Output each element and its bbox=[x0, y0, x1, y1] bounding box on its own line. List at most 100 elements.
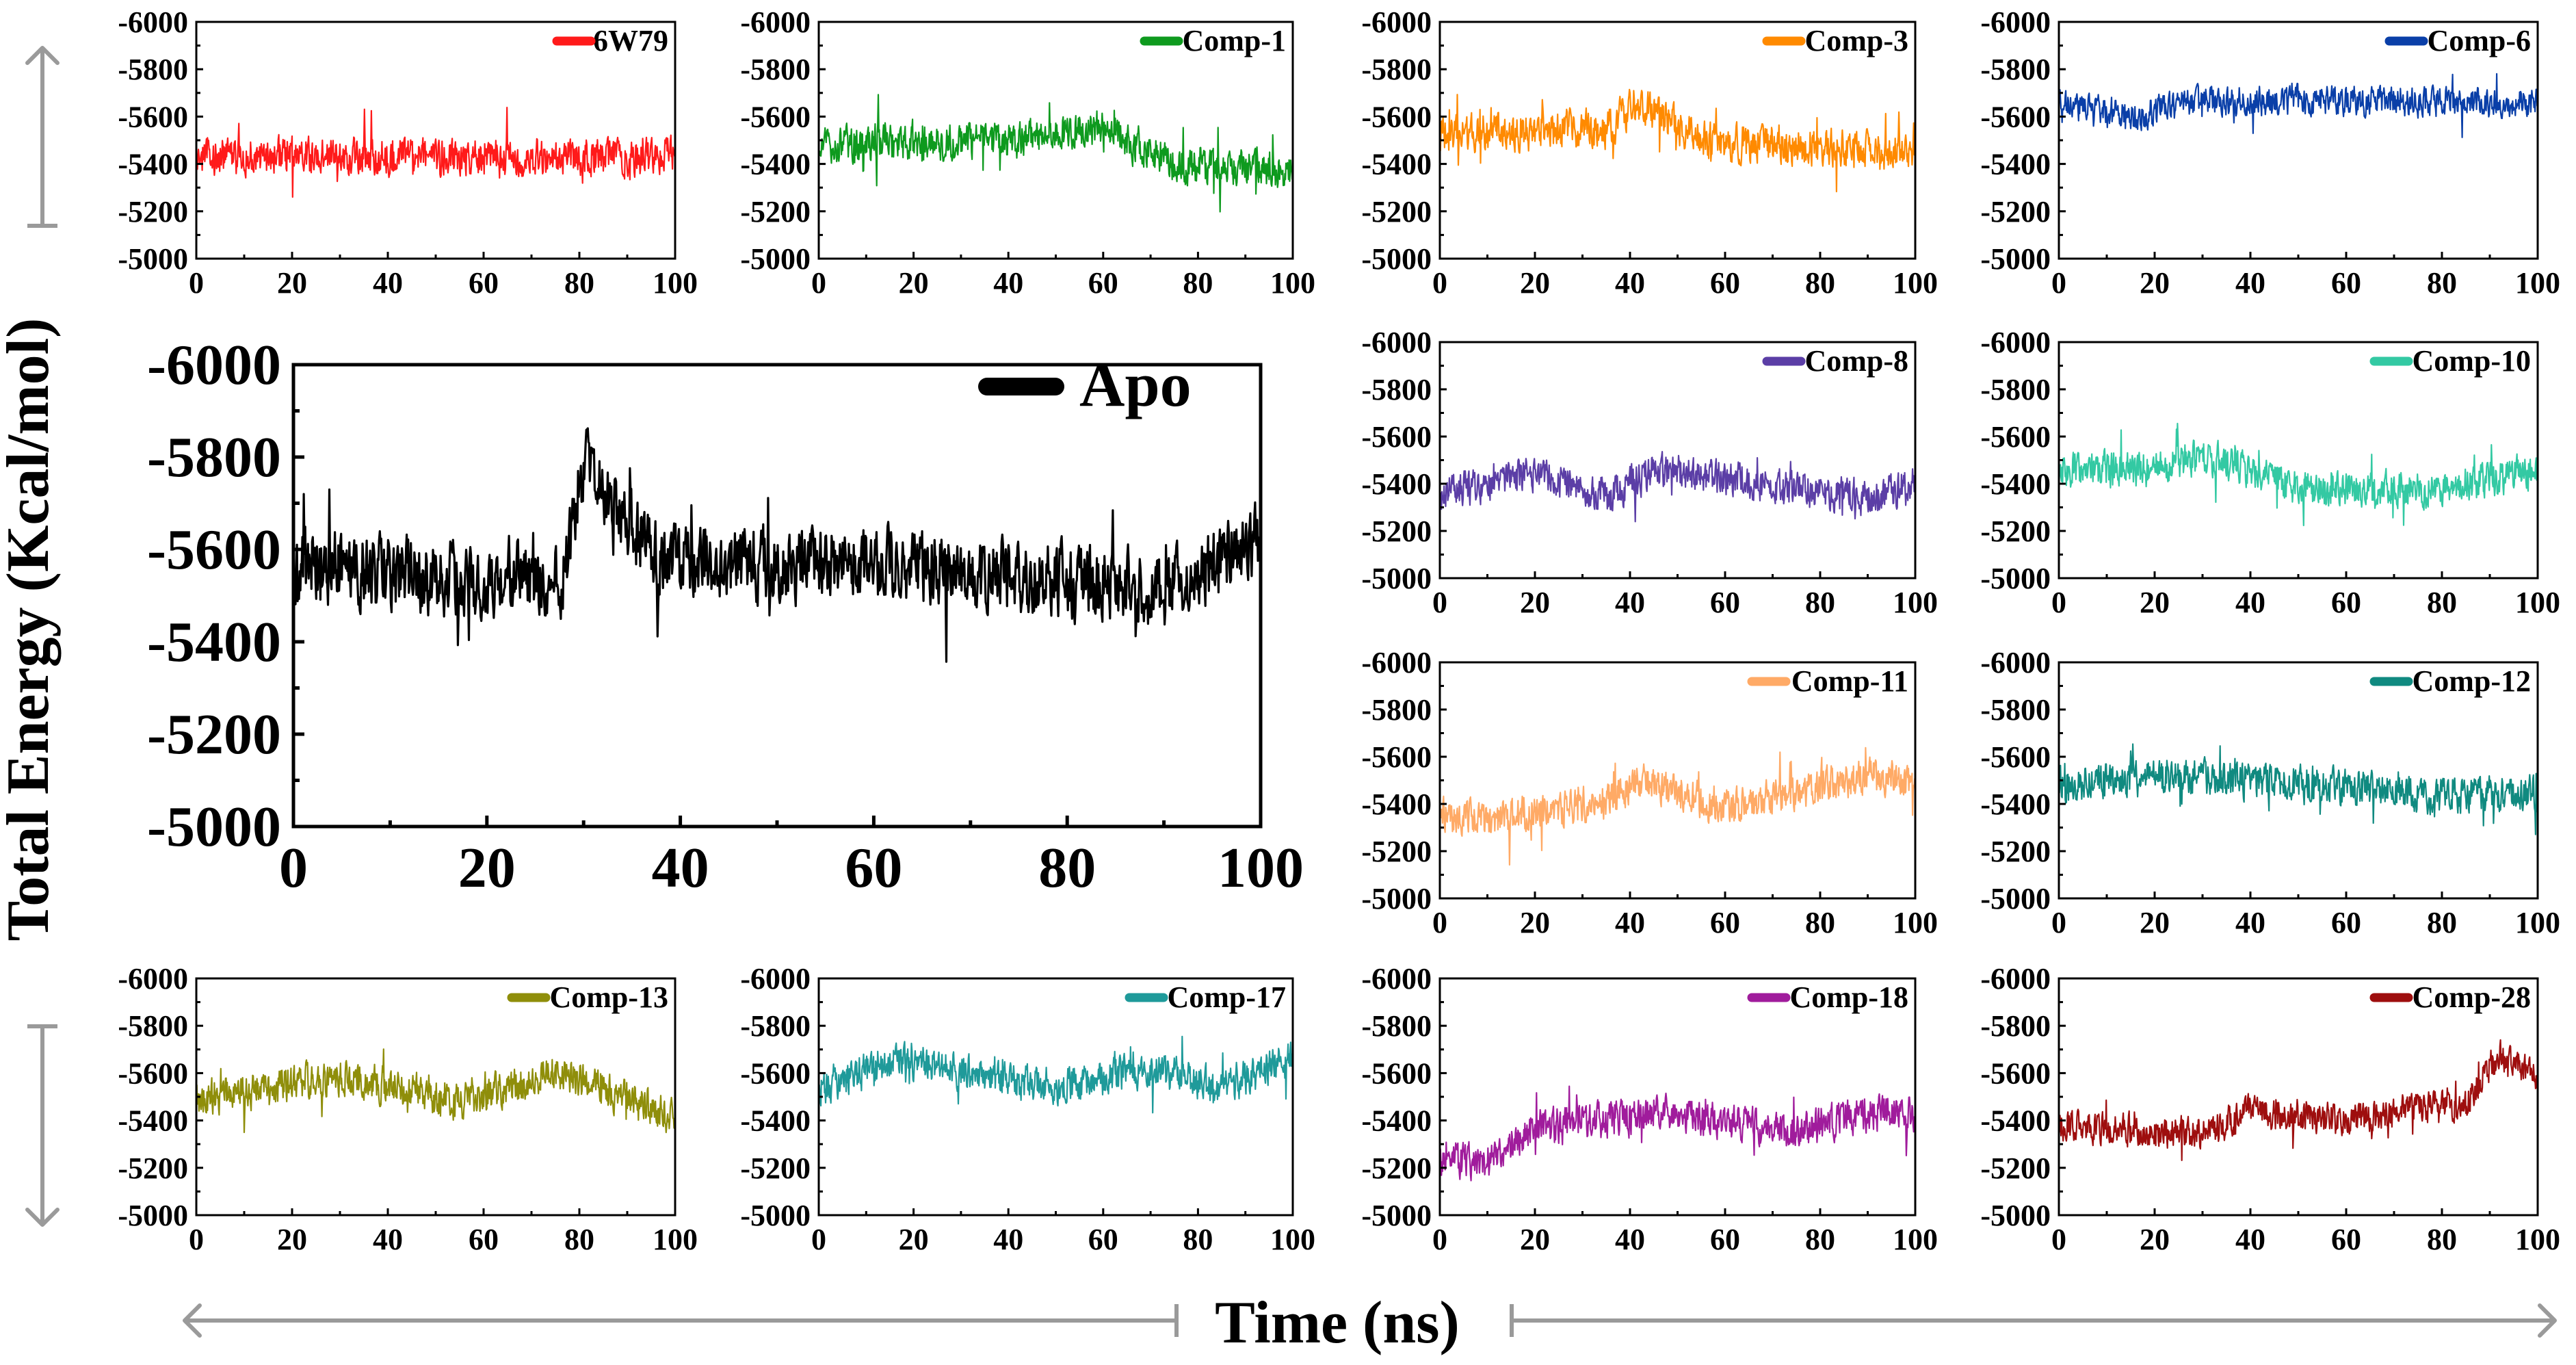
x-tick-label: 80 bbox=[2427, 1223, 2457, 1256]
y-tick-label: -5600 bbox=[1980, 1056, 2051, 1090]
legend-apo: Apo bbox=[978, 350, 1192, 419]
x-tick-label: 60 bbox=[1710, 1223, 1740, 1256]
legend-label: Comp-11 bbox=[1791, 664, 1908, 698]
legend-comp-8: Comp-8 bbox=[1762, 344, 1908, 378]
series-line-comp-28 bbox=[2058, 1039, 2539, 1162]
y-tick-label: -5200 bbox=[1361, 515, 1432, 548]
y-tick-label: -5200 bbox=[1361, 835, 1432, 868]
x-tick-label: 100 bbox=[1893, 906, 1938, 939]
panel-comp-28: 0 20 40 60 80 100 -6000 -5800 -5600 -5400 -5200 -50… bbox=[1980, 962, 2560, 1256]
x-tick-label: 40 bbox=[1615, 1223, 1645, 1256]
y-tick-label: -5400 bbox=[740, 148, 811, 181]
y-guide-top-arrowhead bbox=[25, 46, 60, 65]
y-tick-label: -5800 bbox=[1980, 693, 2051, 727]
x-tick-label: 100 bbox=[653, 266, 698, 300]
y-tick-label: -6000 bbox=[1361, 5, 1432, 39]
y-tick-label: -5200 bbox=[118, 195, 188, 229]
x-tick-label: 20 bbox=[1520, 1223, 1550, 1256]
x-tick-label: 20 bbox=[2140, 906, 2170, 939]
x-tick-label: 60 bbox=[845, 836, 902, 900]
y-tick-label: -6000 bbox=[1980, 5, 2051, 39]
y-tick-label: -5600 bbox=[118, 1056, 188, 1090]
y-tick-label: -5200 bbox=[147, 703, 281, 766]
panel-comp-8: 0 20 40 60 80 100 -6000 -5800 -5600 -5400 -5200 -50… bbox=[1361, 326, 1938, 619]
x-tick-label: 100 bbox=[2515, 1223, 2560, 1256]
panel-comp-6: 0 20 40 60 80 100 -6000 -5800 -5600 -5400 -5200 -50… bbox=[1980, 5, 2560, 300]
x-tick-label: 0 bbox=[1432, 906, 1447, 939]
y-tick-label: -5600 bbox=[118, 100, 188, 133]
legend-6w79: 6W79 bbox=[552, 24, 668, 57]
legend-comp-18: Comp-18 bbox=[1747, 980, 1908, 1014]
panel-6w79: 0 20 40 60 80 100 -6000 -5800 -5600 -5400 -5200 -50… bbox=[118, 5, 698, 300]
x-tick-label: 0 bbox=[2051, 266, 2066, 300]
y-tick-label: -5400 bbox=[1980, 467, 2051, 501]
x-tick-label: 0 bbox=[189, 1223, 204, 1256]
x-tick-label: 20 bbox=[2140, 586, 2170, 619]
x-tick-label: 20 bbox=[1520, 586, 1550, 619]
y-tick-label: -5400 bbox=[118, 148, 188, 181]
x-tick-label: 40 bbox=[1615, 586, 1645, 619]
x-tick-label: 100 bbox=[1893, 586, 1938, 619]
y-tick-label: -5200 bbox=[1980, 515, 2051, 548]
x-tick-label: 80 bbox=[1183, 1223, 1213, 1256]
series-line-comp-3 bbox=[1438, 88, 1917, 193]
y-tick-label: -5400 bbox=[118, 1104, 188, 1138]
guide-arrows bbox=[25, 46, 2557, 1338]
x-tick-label: 60 bbox=[2331, 1223, 2361, 1256]
y-tick-label: -6000 bbox=[118, 5, 188, 39]
y-tick-label: -5000 bbox=[1980, 882, 2051, 915]
y-tick-label: -5400 bbox=[147, 610, 281, 674]
y-tick-label: -6000 bbox=[1980, 962, 2051, 996]
y-tick-label: -5600 bbox=[1980, 100, 2051, 133]
y-tick-label: -5000 bbox=[118, 242, 188, 276]
x-tick-label: 60 bbox=[2331, 906, 2361, 939]
x-tick-label: 40 bbox=[2235, 586, 2265, 619]
y-tick-label: -5000 bbox=[118, 1199, 188, 1232]
y-tick-label: -5800 bbox=[1361, 53, 1432, 86]
x-tick-label: 80 bbox=[2427, 266, 2457, 300]
y-tick-label: -6000 bbox=[1361, 646, 1432, 679]
panel-comp-12: 0 20 40 60 80 100 -6000 -5800 -5600 -5400 -5200 -50… bbox=[1980, 646, 2560, 939]
y-tick-label: -5200 bbox=[1980, 835, 2051, 868]
y-tick-label: -6000 bbox=[147, 333, 281, 397]
series-line-apo bbox=[292, 427, 1262, 663]
y-tick-label: -5400 bbox=[1361, 788, 1432, 821]
y-tick-label: -5400 bbox=[1361, 467, 1432, 501]
x-tick-label: 100 bbox=[653, 1223, 698, 1256]
x-guide-left-arrowhead bbox=[183, 1303, 202, 1338]
x-tick-label: 100 bbox=[1893, 266, 1938, 300]
y-tick-label: -5600 bbox=[1361, 100, 1432, 133]
x-tick-label: 80 bbox=[1805, 266, 1835, 300]
legend-label: Comp-13 bbox=[549, 980, 668, 1014]
x-tick-label: 0 bbox=[1432, 586, 1447, 619]
y-tick-label: -6000 bbox=[1980, 646, 2051, 679]
legend-label: Comp-18 bbox=[1789, 980, 1908, 1014]
x-tick-label: 20 bbox=[2140, 1223, 2170, 1256]
y-tick-label: -5400 bbox=[1361, 1104, 1432, 1138]
y-tick-label: -5200 bbox=[740, 1152, 811, 1185]
x-tick-label: 20 bbox=[1520, 266, 1550, 300]
x-tick-label: 20 bbox=[2140, 266, 2170, 300]
legend-comp-1: Comp-1 bbox=[1140, 24, 1286, 57]
legend-label: Comp-3 bbox=[1804, 24, 1908, 57]
series-line-comp-13 bbox=[195, 1048, 676, 1134]
x-tick-label: 80 bbox=[1805, 906, 1835, 939]
y-tick-label: -5200 bbox=[1980, 1152, 2051, 1185]
legend-comp-6: Comp-6 bbox=[2384, 24, 2531, 57]
x-tick-label: 20 bbox=[899, 266, 929, 300]
x-tick-label: 100 bbox=[1270, 1223, 1315, 1256]
y-tick-label: -6000 bbox=[1980, 326, 2051, 359]
x-tick-label: 0 bbox=[2051, 1223, 2066, 1256]
y-tick-label: -5200 bbox=[1361, 1152, 1432, 1185]
y-tick-label: -6000 bbox=[1361, 962, 1432, 996]
y-tick-label: -5400 bbox=[1980, 788, 2051, 821]
x-tick-label: 0 bbox=[279, 836, 308, 900]
x-guide-right-arrowhead bbox=[2538, 1303, 2557, 1338]
y-tick-label: -5000 bbox=[1361, 242, 1432, 276]
y-tick-label: -5600 bbox=[1361, 420, 1432, 454]
x-tick-label: 40 bbox=[2235, 906, 2265, 939]
series-line-comp-18 bbox=[1438, 1085, 1917, 1182]
y-tick-label: -5400 bbox=[1980, 148, 2051, 181]
y-tick-label: -6000 bbox=[740, 962, 811, 996]
